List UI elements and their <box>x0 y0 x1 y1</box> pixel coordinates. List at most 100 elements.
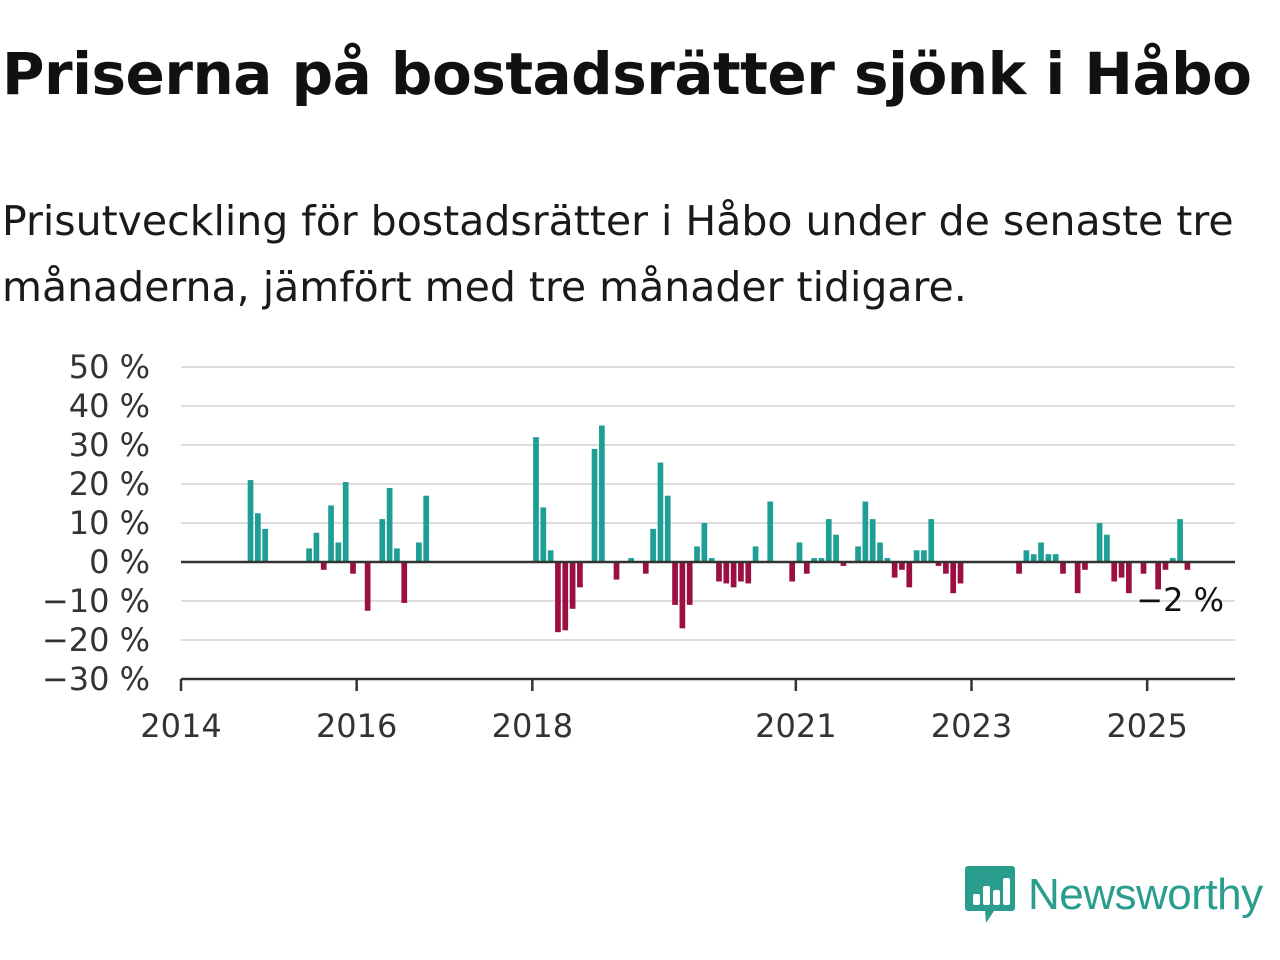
bar <box>752 546 759 562</box>
y-tick-label: 40 % <box>69 387 150 425</box>
bar <box>1074 562 1081 594</box>
bar <box>416 542 422 562</box>
grid-lines <box>181 366 1235 641</box>
newsworthy-logo-icon <box>965 866 1015 923</box>
bar <box>672 562 678 605</box>
bar <box>423 495 430 562</box>
bar <box>796 542 803 562</box>
bar <box>869 519 876 562</box>
y-tick-label: −20 % <box>42 621 150 659</box>
bar <box>562 562 569 631</box>
bar <box>262 528 269 562</box>
bar <box>650 528 656 562</box>
y-tick-label: 0 % <box>89 543 150 581</box>
bar <box>247 480 254 562</box>
bar <box>877 542 883 562</box>
bar <box>950 562 957 594</box>
bar <box>921 550 927 562</box>
bar <box>679 562 686 629</box>
y-tick-label: 20 % <box>69 465 150 503</box>
bar <box>906 562 913 588</box>
brand-name: Newsworthy <box>1028 870 1263 919</box>
bar <box>943 562 949 574</box>
bar <box>1169 558 1176 562</box>
bar <box>1060 562 1066 574</box>
x-axis-ticks: 2014 2016 2018 2021 2023 2025 <box>140 679 1188 745</box>
bar <box>350 562 356 574</box>
bar <box>1038 542 1044 562</box>
bar <box>613 562 620 580</box>
bar <box>1016 562 1022 574</box>
bar <box>1030 554 1037 562</box>
bar <box>1104 534 1110 562</box>
y-tick-label: −10 % <box>42 582 150 620</box>
bar <box>1184 562 1191 570</box>
bar <box>694 546 700 562</box>
bar <box>642 562 649 574</box>
bar <box>591 448 598 562</box>
chart-title: Priserna på bostadsrätter sjönk i Håbo <box>2 40 1252 108</box>
x-tick-label: 2014 <box>140 707 221 745</box>
x-tick-label: 2021 <box>755 707 836 745</box>
bar <box>899 562 905 570</box>
bar <box>1155 562 1162 590</box>
x-tick-label: 2018 <box>492 707 573 745</box>
bar <box>891 562 898 578</box>
bar <box>1023 550 1030 562</box>
bar <box>533 437 539 562</box>
y-tick-label: 50 % <box>69 348 150 386</box>
bar <box>840 562 847 566</box>
bar <box>833 534 839 562</box>
bar <box>254 513 261 562</box>
newsworthy-brand: Newsworthy <box>964 864 1263 926</box>
chart-subtitle: Prisutveckling för bostadsrätter i Håbo … <box>2 197 1234 311</box>
bar <box>745 562 752 584</box>
bar <box>386 487 393 562</box>
bar <box>313 532 320 562</box>
bar <box>803 562 810 574</box>
bar <box>1177 519 1183 562</box>
bar <box>928 519 935 562</box>
bar <box>818 558 825 562</box>
y-axis-ticks: 50 %40 %30 %20 %10 %0 %−10 %−20 %−30 % <box>42 348 150 698</box>
bar <box>708 558 715 562</box>
bar <box>394 548 400 562</box>
bar <box>657 462 664 562</box>
x-tick-label: 2025 <box>1106 707 1187 745</box>
x-tick-label: 2016 <box>316 707 397 745</box>
bar <box>1045 554 1052 562</box>
bar <box>811 558 817 562</box>
bars <box>247 425 1191 633</box>
bar <box>320 562 327 570</box>
bar <box>401 562 408 603</box>
bar <box>716 562 722 582</box>
bar <box>701 523 708 562</box>
bar <box>1118 562 1125 578</box>
y-tick-label: 30 % <box>69 426 150 464</box>
bar <box>664 495 671 562</box>
bar <box>1096 523 1103 562</box>
bar <box>767 501 774 562</box>
y-tick-label: 10 % <box>69 504 150 542</box>
bar <box>723 562 730 584</box>
bar <box>628 558 635 562</box>
bar <box>364 562 371 611</box>
bar <box>789 562 796 582</box>
bar <box>957 562 964 584</box>
bar <box>855 546 861 562</box>
bar <box>1082 562 1088 570</box>
bar <box>738 562 744 582</box>
bar <box>1052 554 1059 562</box>
bar <box>1111 562 1118 582</box>
bar <box>540 507 547 562</box>
last-value-annotation: −2 % <box>1136 581 1224 619</box>
bar <box>1162 562 1169 570</box>
bar <box>825 519 832 562</box>
bar <box>730 562 737 588</box>
bar <box>599 425 605 562</box>
bar <box>884 558 891 562</box>
bar <box>862 501 869 562</box>
bar <box>555 562 561 633</box>
bar <box>577 562 583 588</box>
bar <box>328 505 334 562</box>
